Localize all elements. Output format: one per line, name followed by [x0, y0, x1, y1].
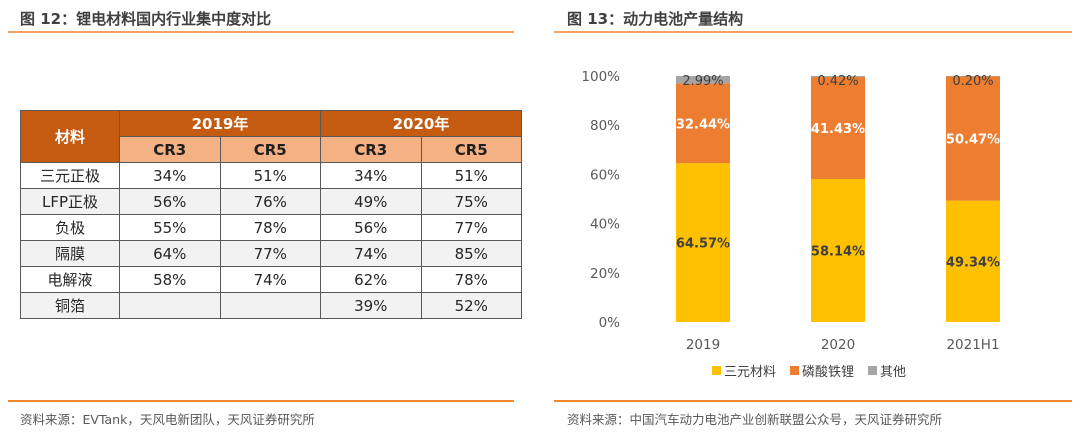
table-row: 隔膜 64% 77% 74% 85% — [20, 240, 522, 267]
source-rule-right — [554, 400, 1072, 402]
legend-label: 磷酸铁锂 — [802, 365, 855, 380]
value-cell: 39% — [320, 292, 422, 319]
bar-segment-lfp — [676, 83, 730, 164]
material-cell: 铜箔 — [20, 292, 120, 319]
value-cell: 58% — [119, 266, 221, 293]
y-tick-label: 80% — [590, 118, 620, 134]
title-rule-right — [554, 31, 1072, 33]
value-cell: 62% — [320, 266, 422, 293]
material-cell: LFP正极 — [20, 188, 120, 215]
bar-segment-other — [946, 75, 1000, 77]
x-tick-label: 2020 — [821, 337, 855, 352]
bar-segment-ternary — [811, 178, 865, 322]
value-cell: 34% — [320, 162, 422, 189]
value-cell: 74% — [320, 240, 422, 267]
material-cell: 电解液 — [20, 266, 120, 293]
sub-header: CR5 — [219, 136, 321, 163]
year-header-2020: 2020年 — [320, 110, 522, 137]
legend-swatch-lfp — [790, 366, 800, 375]
table-row: LFP正极 56% 76% 49% 75% — [20, 188, 522, 215]
legend-item: 三元材料 — [712, 361, 776, 380]
value-cell: 34% — [119, 162, 221, 189]
material-cell: 隔膜 — [20, 240, 120, 267]
legend-item: 其他 — [868, 361, 906, 380]
x-tick-label: 2021H1 — [946, 337, 999, 352]
material-cell: 三元正极 — [20, 162, 120, 189]
sub-header: CR5 — [420, 136, 522, 163]
data-label: 50.47% — [946, 133, 1000, 148]
y-tick-label: 0% — [599, 315, 621, 331]
table-row: 铜箔 39% 52% — [20, 292, 522, 319]
value-cell: 77% — [420, 214, 522, 241]
value-cell: 55% — [119, 214, 221, 241]
bar-segment-lfp — [946, 76, 1000, 201]
figure-12-title: 图 12：锂电材料国内行业集中度对比 — [20, 10, 272, 28]
data-label: 0.42% — [817, 74, 858, 89]
source-left: 资料来源：EVTank，天风电新团队，天风证券研究所 — [20, 412, 315, 427]
year-header-2019: 2019年 — [119, 110, 321, 137]
data-label: 64.57% — [676, 237, 730, 252]
value-cell: 51% — [219, 162, 321, 189]
legend-swatch-ternary — [712, 366, 721, 375]
value-cell: 85% — [420, 240, 522, 267]
bar-segment-lfp — [811, 77, 865, 179]
table-row: 负极 55% 78% 56% 77% — [20, 214, 522, 241]
material-cell: 负极 — [20, 214, 120, 241]
value-cell: 49% — [320, 188, 422, 215]
sub-header: CR3 — [320, 136, 422, 163]
source-rule-left — [8, 400, 514, 402]
value-cell — [119, 292, 221, 319]
value-cell: 56% — [320, 214, 422, 241]
bar-segment-ternary — [676, 163, 730, 322]
value-cell: 51% — [420, 162, 522, 189]
table-row: 电解液 58% 74% 62% 78% — [20, 266, 522, 293]
value-cell: 52% — [420, 292, 522, 319]
bar-segment-other — [676, 76, 730, 84]
value-cell: 56% — [119, 188, 221, 215]
value-cell: 77% — [219, 240, 321, 267]
data-label: 41.43% — [811, 122, 865, 137]
sub-header: CR3 — [119, 136, 221, 163]
bar-segment-other — [811, 76, 865, 78]
legend-swatch-other — [868, 366, 878, 375]
value-cell: 75% — [420, 188, 522, 215]
production-structure-chart: 0% 20% 40% 60% 80% 100% 64.57% 32.44% 2.99% 2019 5… — [581, 69, 1000, 352]
chart-legend: 三元材料 磷酸铁锂 其他 — [712, 361, 906, 380]
value-cell: 78% — [420, 266, 522, 293]
source-right: 资料来源：中国汽车动力电池产业创新联盟公众号，天风证券研究所 — [567, 412, 943, 427]
bar-segment-ternary — [946, 200, 1000, 322]
material-header: 材料 — [20, 110, 120, 163]
data-label: 49.34% — [946, 255, 1000, 270]
figure-13-title: 图 13：动力电池产量结构 — [567, 10, 744, 28]
value-cell: 74% — [219, 266, 321, 293]
data-label: 2.99% — [682, 74, 723, 89]
table-row: 三元正极 34% 51% 34% 51% — [20, 162, 522, 189]
value-cell: 64% — [119, 240, 221, 267]
title-rule-left — [8, 31, 514, 33]
y-tick-label: 60% — [590, 167, 620, 183]
y-tick-label: 100% — [581, 69, 620, 85]
legend-item: 磷酸铁锂 — [790, 361, 854, 380]
legend-label: 三元材料 — [724, 365, 777, 380]
concentration-table: 材料 2019年 2020年 CR3 CR5 CR3 CR5 三元正极 34% … — [20, 110, 522, 319]
data-label: 32.44% — [676, 117, 730, 132]
data-label: 58.14% — [811, 244, 865, 259]
x-tick-label: 2019 — [686, 337, 720, 352]
value-cell — [219, 292, 321, 319]
legend-label: 其他 — [880, 365, 907, 380]
data-label: 0.20% — [952, 74, 993, 89]
y-tick-label: 40% — [590, 217, 620, 233]
value-cell: 76% — [219, 188, 321, 215]
y-tick-label: 20% — [590, 266, 620, 282]
value-cell: 78% — [219, 214, 321, 241]
